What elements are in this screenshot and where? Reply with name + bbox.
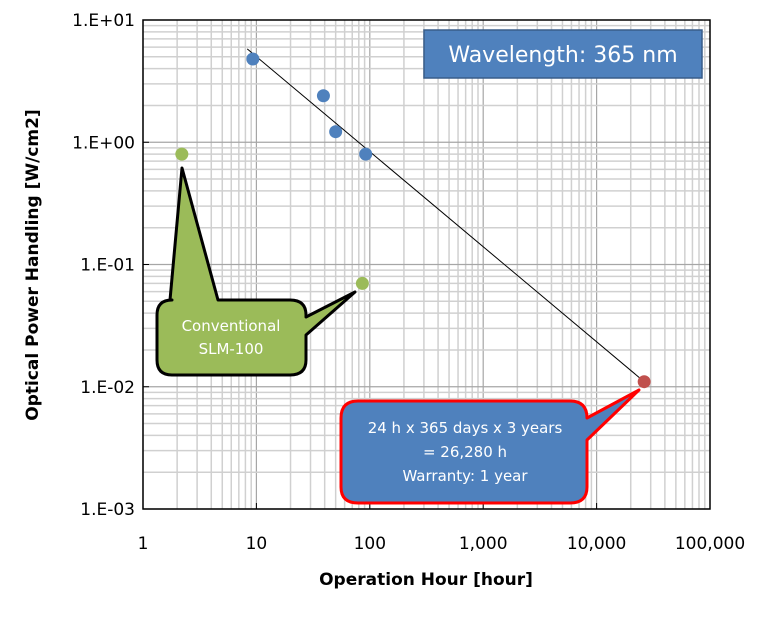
y-tick-label: 1.E-01 [80,256,135,276]
data-point [175,147,189,161]
warranty-line-1: 24 h x 365 days x 3 years [368,419,563,437]
title-box-text: Wavelength: 365 nm [448,43,677,68]
y-tick-label: 1.E-03 [80,500,135,520]
y-tick-label: 1.E+00 [72,133,135,153]
title-box: Wavelength: 365 nm [423,29,703,79]
conventional-label-1: Conventional [182,317,281,335]
conventional-callout: Conventional SLM-100 [155,166,357,377]
data-point [637,375,651,389]
x-tick-label: 10 [246,534,268,554]
data-point [316,89,330,103]
x-tick-label: 1 [138,534,149,554]
data-point [355,276,369,290]
warranty-line-2: = 26,280 h [423,443,507,461]
data-point [329,125,343,139]
x-axis-label: Operation Hour [hour] [319,570,533,590]
y-axis-label: Optical Power Handling [W/cm2] [23,109,43,420]
tick-labels: 1 10 100 1,000 10,000 100,000 1.E+01 1.E+00 1.E-… [72,11,745,554]
warranty-line-3: Warranty: 1 year [402,467,528,485]
x-tick-label: 1,000 [459,534,508,554]
x-tick-label: 100 [354,534,386,554]
x-tick-label: 10,000 [567,534,626,554]
data-points [175,52,651,389]
data-point [359,147,373,161]
warranty-callout: 24 h x 365 days x 3 years = 26,280 h War… [339,388,641,505]
y-tick-label: 1.E-02 [80,378,135,398]
x-tick-label: 100,000 [675,534,745,554]
conventional-label-2: SLM-100 [199,340,264,358]
y-tick-label: 1.E+01 [72,11,135,31]
data-point [246,52,260,66]
trendline [246,48,645,383]
